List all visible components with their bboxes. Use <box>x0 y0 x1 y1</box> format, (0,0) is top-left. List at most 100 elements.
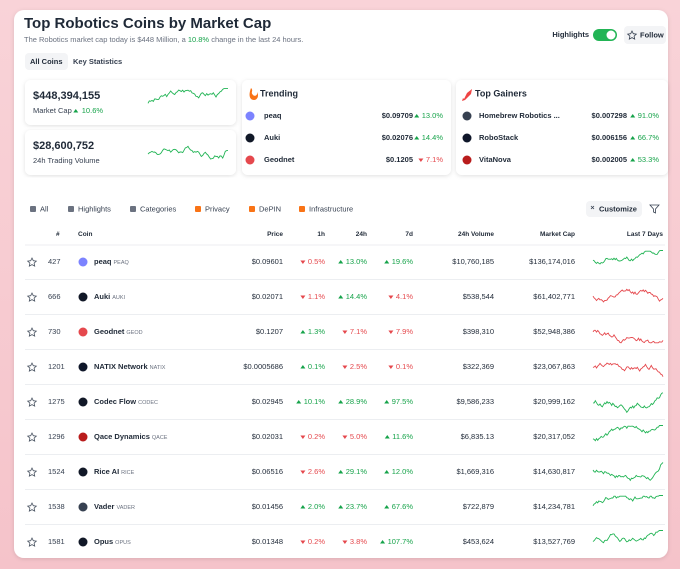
filter-tab[interactable]: Highlights <box>78 204 111 213</box>
star-icon[interactable] <box>26 467 38 477</box>
down-arrow <box>418 158 424 162</box>
market-cap: $23,067,863 <box>533 362 575 371</box>
coin-icon <box>462 133 472 143</box>
coin-name: RoboStack <box>479 133 519 142</box>
stat-label: Market Cap <box>33 106 72 115</box>
coin-symbol: QACE <box>152 435 168 441</box>
change: 3.8% <box>350 537 367 546</box>
coin-icon <box>78 432 88 442</box>
filter-button[interactable] <box>649 204 660 214</box>
filter-tab[interactable]: Privacy <box>205 204 230 213</box>
column-header: # <box>56 231 60 238</box>
change: 2.0% <box>308 502 325 511</box>
tab[interactable]: All Coins <box>30 57 63 66</box>
page-title: Top Robotics Coins by Market Cap <box>24 15 271 32</box>
price: $0.09601 <box>252 257 283 266</box>
price: $0.01456 <box>252 502 283 511</box>
highlights-toggle[interactable] <box>593 29 617 41</box>
volume: $10,760,185 <box>452 257 494 266</box>
coin-name: Geodnet <box>94 327 125 336</box>
star-icon[interactable] <box>26 257 38 267</box>
volume: $722,879 <box>463 502 494 511</box>
trending-card <box>242 80 451 175</box>
rank: 1538 <box>48 502 65 511</box>
coin-icon <box>78 362 88 372</box>
coin-symbol: NATIX <box>150 365 166 371</box>
market-cap: $52,948,386 <box>533 327 575 336</box>
sparkline <box>592 425 663 442</box>
volume: $398,310 <box>463 327 494 336</box>
coin-symbol: OPUS <box>115 540 131 546</box>
star-icon[interactable] <box>26 327 38 337</box>
change: 0.1% <box>308 362 325 371</box>
rocket-icon <box>462 89 472 101</box>
change: 1.1% <box>308 292 325 301</box>
customize-button[interactable] <box>586 201 642 217</box>
coin-symbol: VADER <box>116 505 135 511</box>
column-header: 7d <box>405 231 413 238</box>
market-cap: $14,234,781 <box>533 502 575 511</box>
filter-icon <box>299 206 305 212</box>
star-icon[interactable] <box>26 432 38 442</box>
filter-icon <box>130 206 136 212</box>
coin-name: peaq <box>94 257 112 266</box>
coin-name: peaq <box>264 111 282 120</box>
star-icon[interactable] <box>26 537 38 547</box>
up-arrow <box>380 540 386 544</box>
filter-tab[interactable]: All <box>40 204 49 213</box>
gainers-card <box>456 80 668 175</box>
up-arrow <box>384 400 390 404</box>
card-title: Trending <box>260 88 298 98</box>
column-header: 24h Volume <box>458 231 494 238</box>
price: $0.1207 <box>256 327 283 336</box>
up-arrow <box>630 158 636 162</box>
change: 0.1% <box>396 362 413 371</box>
star-icon[interactable] <box>26 502 38 512</box>
column-header: 24h <box>356 231 367 238</box>
filter-tab[interactable]: Infrastructure <box>309 204 353 213</box>
price: $0.1205 <box>386 155 413 164</box>
up-arrow <box>384 435 390 439</box>
price: $0.06516 <box>252 467 283 476</box>
filter-tab[interactable]: DePIN <box>259 204 281 213</box>
coin-name: Rice AI <box>94 467 119 476</box>
change: 0.5% <box>308 257 325 266</box>
star-icon[interactable] <box>26 292 38 302</box>
filter-tab[interactable]: Categories <box>140 204 177 213</box>
rank: 1201 <box>48 362 65 371</box>
star-icon[interactable] <box>26 362 38 372</box>
customize-label[interactable]: Customize <box>599 204 637 213</box>
subtitle: The Robotics market cap today is $448 Mi… <box>24 35 303 44</box>
sparkline <box>147 88 228 104</box>
column-header: 1h <box>317 231 325 238</box>
coin-name: VitaNova <box>479 155 512 164</box>
change: 0.2% <box>308 432 325 441</box>
down-arrow <box>300 470 306 474</box>
coin-icon <box>245 111 255 121</box>
fire-icon <box>249 88 258 100</box>
change: 14.4% <box>346 292 368 301</box>
up-arrow <box>338 505 344 509</box>
down-arrow <box>388 330 394 334</box>
sparkline <box>592 288 664 303</box>
sparkline <box>592 362 664 377</box>
column-header: Coin <box>78 231 92 238</box>
follow-button[interactable]: Follow <box>624 26 666 44</box>
star-icon[interactable] <box>26 397 38 407</box>
market-cap: $136,174,016 <box>529 257 575 266</box>
change: 107.7% <box>388 537 414 546</box>
filter-icon <box>68 206 74 212</box>
price: $0.02945 <box>252 397 283 406</box>
change: 13.0% <box>422 111 444 120</box>
down-arrow <box>300 260 306 264</box>
tab[interactable]: Key Statistics <box>73 57 122 66</box>
coin-name: Codec Flow <box>94 397 136 406</box>
subtitle-text: The Robotics market cap today is $448 Mi… <box>24 35 188 44</box>
card-title: Top Gainers <box>475 88 527 98</box>
sparkline <box>593 392 664 414</box>
coin-name: Vader <box>94 502 115 511</box>
sparkline <box>592 495 663 507</box>
down-arrow <box>300 295 306 299</box>
volume: $9,586,233 <box>456 397 494 406</box>
